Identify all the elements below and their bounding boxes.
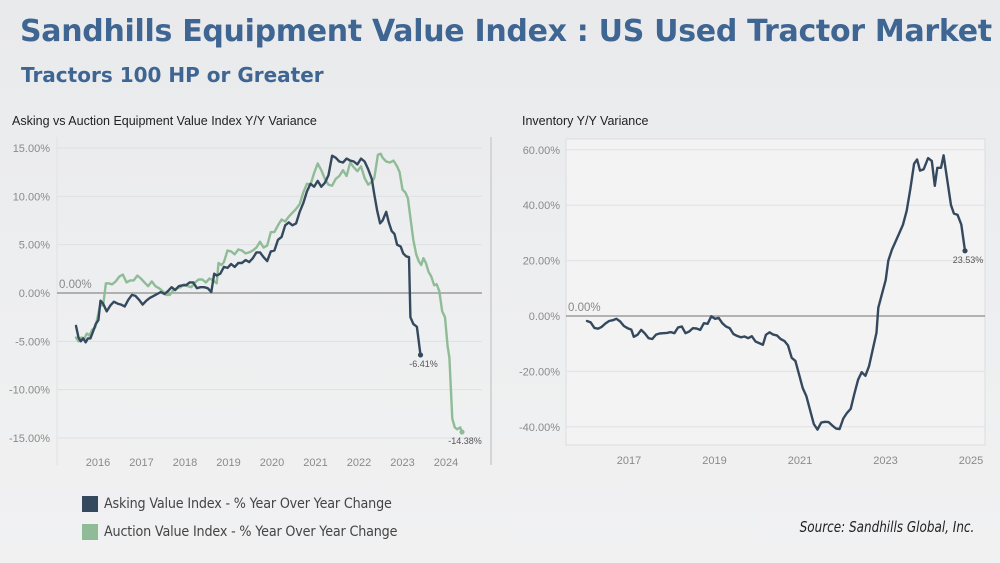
page-subtitle: Tractors 100 HP or Greater bbox=[21, 63, 324, 87]
left-zero-reference-label: 0.00% bbox=[59, 279, 92, 291]
legend-label-auction: Auction Value Index - % Year Over Year C… bbox=[104, 524, 398, 540]
right-y-tick-label: -20.00% bbox=[519, 366, 560, 378]
right-end-point-inventory bbox=[962, 248, 968, 254]
left-x-tick-label: 2020 bbox=[260, 457, 284, 469]
legend-swatch-auction bbox=[82, 524, 98, 540]
left-y-tick-label: 0.00% bbox=[19, 288, 50, 300]
left-y-tick-label: 10.00% bbox=[13, 191, 51, 203]
left-x-tick-label: 2018 bbox=[173, 457, 197, 469]
source-note: Source: Sandhills Global, Inc. bbox=[799, 518, 974, 536]
right-x-tick-label: 2021 bbox=[788, 455, 812, 467]
right-end-label-inventory: 23.53% bbox=[953, 255, 984, 265]
left-x-tick-label: 2022 bbox=[347, 457, 371, 469]
left-x-tick-label: 2019 bbox=[216, 457, 240, 469]
right-series-line-inventory bbox=[585, 154, 967, 431]
left-y-tick-label: -15.00% bbox=[9, 433, 50, 445]
right-chart-title: Inventory Y/Y Variance bbox=[522, 114, 649, 128]
right-x-tick-label: 2023 bbox=[873, 455, 897, 467]
left-x-tick-label: 2023 bbox=[390, 457, 414, 469]
left-y-tick-label: 5.00% bbox=[19, 240, 50, 252]
left-end-point-auction bbox=[459, 429, 465, 435]
left-end-label-asking: -6.41% bbox=[409, 359, 438, 369]
page-title: Sandhills Equipment Value Index : US Use… bbox=[20, 14, 992, 49]
right-y-tick-label: 40.00% bbox=[523, 200, 561, 212]
right-x-tick-label: 2019 bbox=[702, 455, 726, 467]
legend-item-auction: Auction Value Index - % Year Over Year C… bbox=[82, 518, 437, 546]
right-y-tick-label: 20.00% bbox=[523, 256, 561, 268]
left-x-tick-label: 2024 bbox=[434, 457, 458, 469]
right-x-tick-label: 2025 bbox=[959, 455, 983, 467]
left-end-point-asking bbox=[417, 352, 424, 358]
left-end-label-auction: -14.38% bbox=[448, 436, 482, 446]
right-y-tick-label: 60.00% bbox=[523, 145, 561, 157]
right-y-tick-label: 0.00% bbox=[529, 311, 560, 323]
right-y-tick-label: -40.00% bbox=[519, 422, 560, 434]
left-series-line-asking bbox=[74, 154, 422, 357]
left-x-tick-label: 2021 bbox=[303, 457, 327, 469]
left-y-tick-label: -5.00% bbox=[15, 336, 50, 348]
left-chart-title: Asking vs Auction Equipment Value Index … bbox=[12, 114, 317, 128]
left-x-tick-label: 2017 bbox=[129, 457, 153, 469]
right-zero-reference-label: 0.00% bbox=[568, 302, 601, 314]
left-series-line-auction bbox=[74, 152, 464, 434]
right-plot-frame bbox=[565, 138, 986, 446]
right-x-tick-label: 2017 bbox=[617, 455, 641, 467]
legend-swatch-asking bbox=[82, 496, 98, 512]
legend: Asking Value Index - % Year Over Year Ch… bbox=[82, 490, 437, 546]
left-y-tick-label: 15.00% bbox=[13, 143, 51, 155]
left-y-tick-label: -10.00% bbox=[9, 385, 50, 397]
legend-item-asking: Asking Value Index - % Year Over Year Ch… bbox=[82, 490, 437, 518]
left-x-tick-label: 2016 bbox=[86, 457, 110, 469]
chart-divider bbox=[490, 137, 492, 465]
legend-label-asking: Asking Value Index - % Year Over Year Ch… bbox=[104, 496, 392, 512]
